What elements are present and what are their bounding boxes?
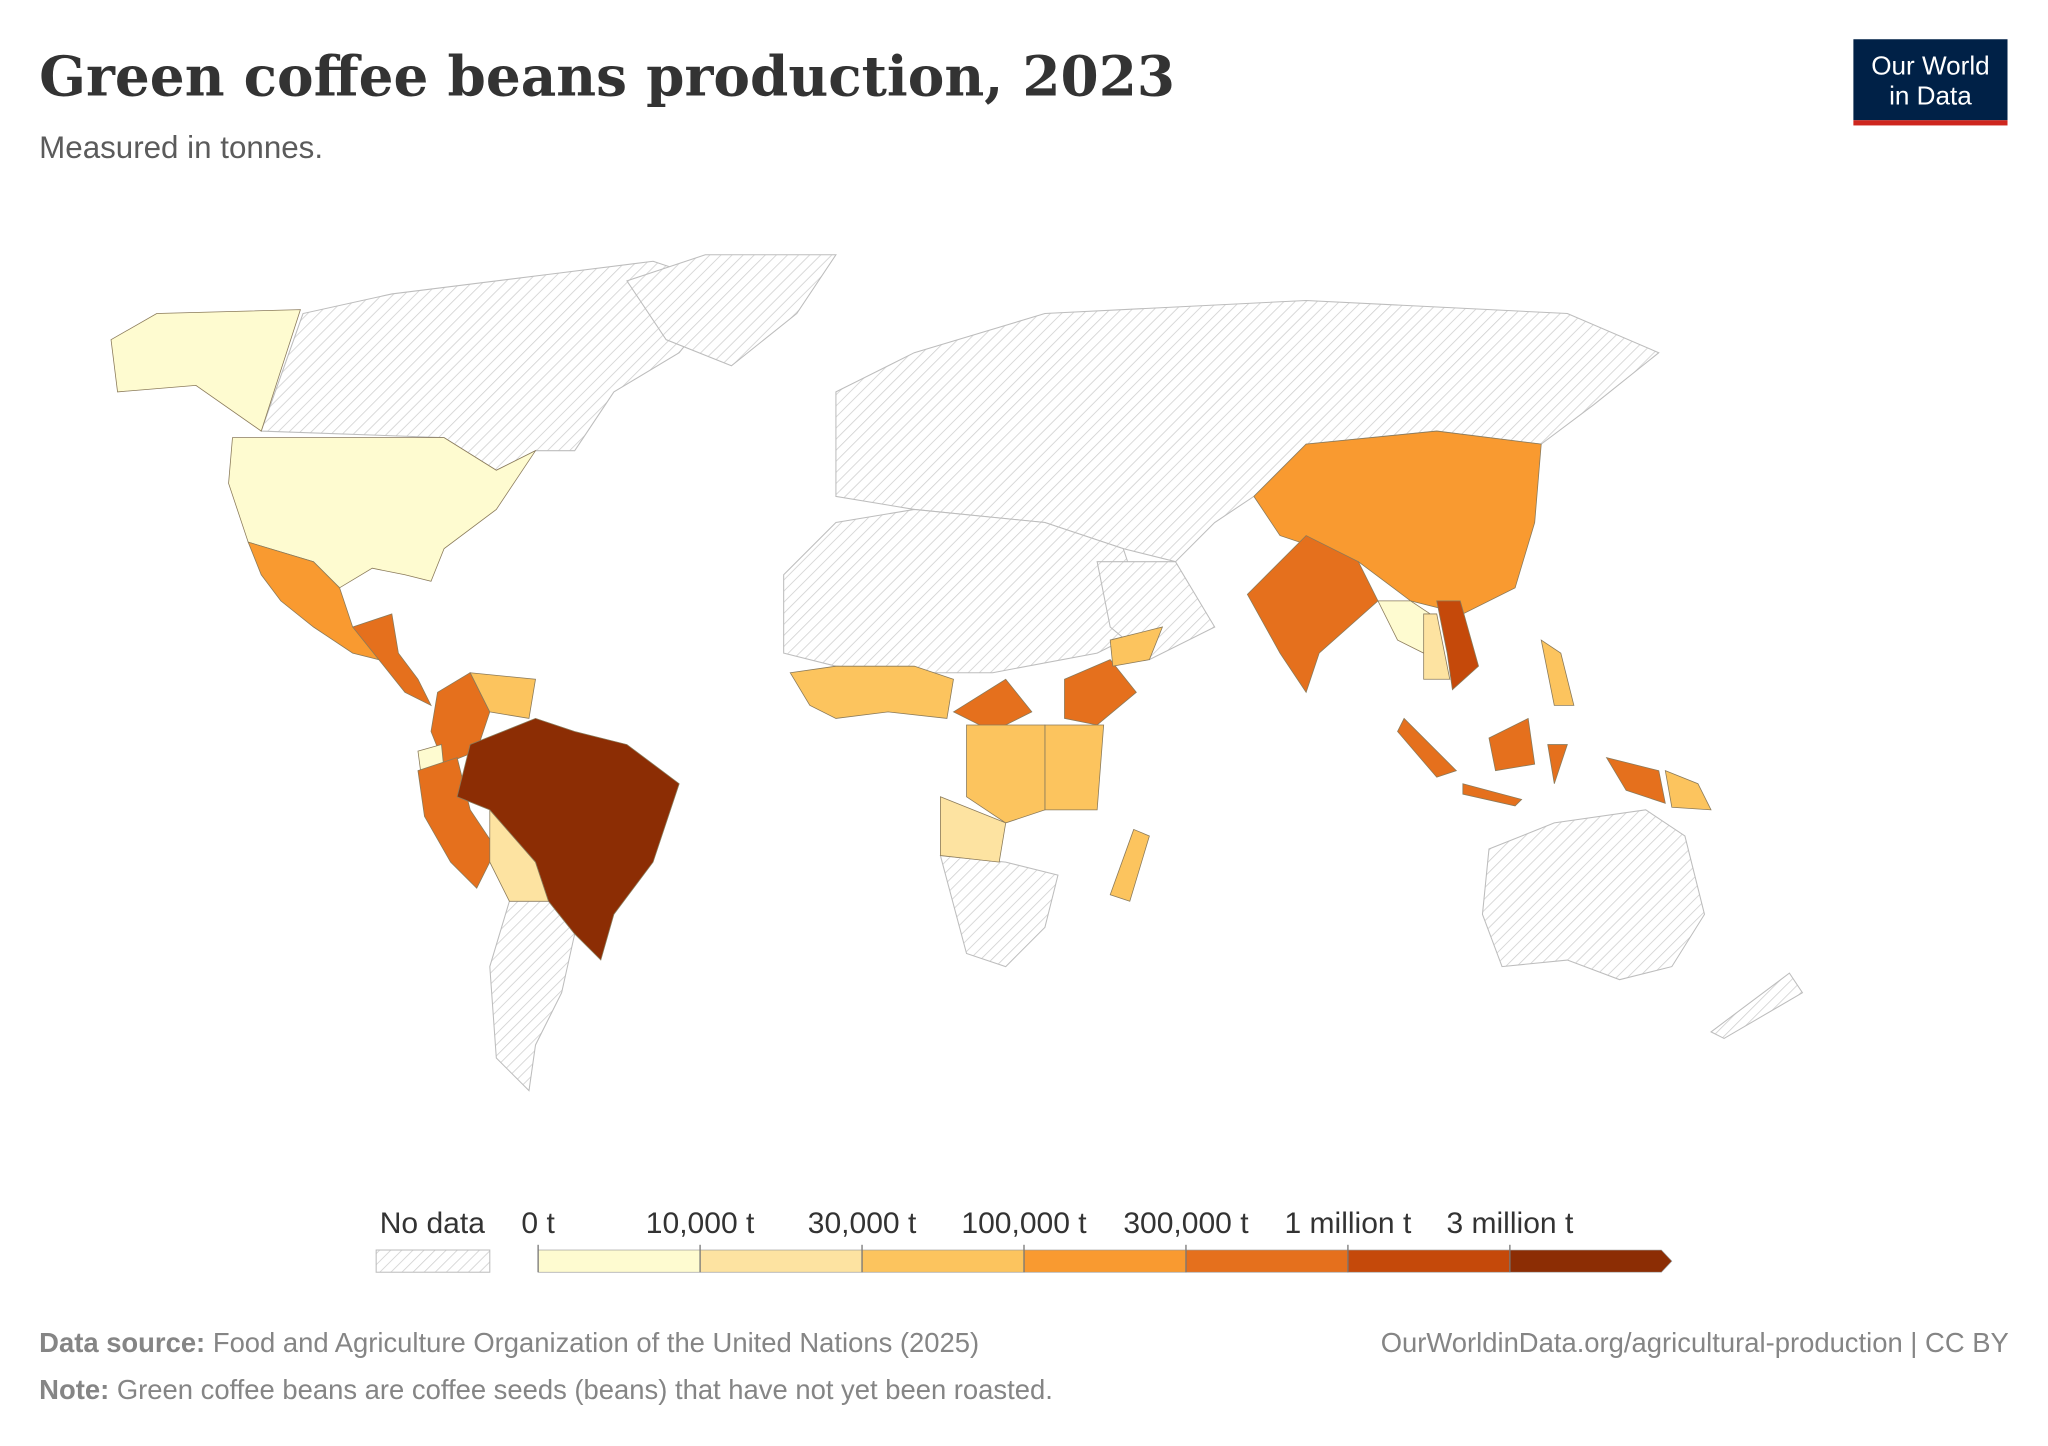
legend-no-data-swatch bbox=[375, 1249, 491, 1273]
logo-text: Our World bbox=[1871, 51, 1990, 81]
region bbox=[1710, 972, 1804, 1040]
region bbox=[351, 613, 432, 707]
region bbox=[1109, 626, 1164, 667]
subtitle: Measured in tonnes. bbox=[39, 130, 323, 165]
source-text: Food and Agriculture Organization of the… bbox=[213, 1327, 979, 1358]
region bbox=[1605, 757, 1666, 804]
region bbox=[966, 724, 1046, 824]
region bbox=[1436, 600, 1479, 691]
legend-bin bbox=[1185, 1249, 1349, 1273]
region bbox=[1096, 561, 1216, 661]
region bbox=[1488, 717, 1536, 772]
region bbox=[1397, 717, 1458, 778]
legend-bin bbox=[861, 1249, 1025, 1273]
source-label: Data source: bbox=[39, 1327, 205, 1358]
note-text: Green coffee beans are coffee seeds (bea… bbox=[117, 1374, 1053, 1405]
map bbox=[110, 254, 1804, 1092]
region bbox=[456, 718, 680, 961]
legend-tick-label: 10,000 t bbox=[646, 1207, 755, 1240]
legend-tick-label: 1 million t bbox=[1284, 1207, 1411, 1240]
source: Data source: Food and Agriculture Organi… bbox=[39, 1327, 979, 1358]
url[interactable]: OurWorldinData.org/agricultural-producti… bbox=[1381, 1327, 2009, 1358]
region bbox=[1664, 770, 1712, 811]
legend-tick-label: 3 million t bbox=[1446, 1207, 1573, 1240]
region bbox=[1109, 828, 1150, 902]
logo-text: in Data bbox=[1889, 81, 1972, 111]
region bbox=[1044, 724, 1105, 811]
region bbox=[1377, 600, 1431, 654]
region bbox=[1481, 809, 1706, 981]
legend-bin bbox=[537, 1249, 701, 1273]
region bbox=[417, 757, 497, 889]
region bbox=[489, 900, 576, 1092]
region bbox=[789, 665, 954, 719]
legend-no-data-label: No data bbox=[380, 1207, 485, 1240]
region bbox=[110, 309, 301, 432]
region bbox=[626, 254, 837, 367]
legend-tick-label: 100,000 t bbox=[961, 1207, 1087, 1240]
region bbox=[1246, 535, 1379, 694]
logo[interactable]: Our World in Data bbox=[1853, 39, 2008, 126]
note-label: Note: bbox=[39, 1374, 109, 1405]
region bbox=[1064, 659, 1137, 726]
region bbox=[1540, 639, 1575, 706]
legend-bin bbox=[699, 1249, 863, 1273]
region bbox=[469, 672, 536, 719]
region bbox=[1423, 613, 1451, 680]
legend-tick-label: 30,000 t bbox=[808, 1207, 917, 1240]
title: Green coffee beans production, 2023 bbox=[39, 43, 1175, 108]
region bbox=[940, 796, 1007, 863]
legend-tick-label: 300,000 t bbox=[1123, 1207, 1249, 1240]
legend-bin bbox=[1347, 1249, 1511, 1273]
region bbox=[952, 678, 1033, 732]
region bbox=[1462, 783, 1523, 807]
note: Note: Green coffee beans are coffee seed… bbox=[39, 1374, 1053, 1405]
legend-tick-label: 0 t bbox=[521, 1207, 555, 1240]
legend-bin bbox=[1023, 1249, 1187, 1273]
logo-bar bbox=[1853, 120, 2008, 126]
logo-box bbox=[1853, 39, 2008, 121]
region bbox=[939, 854, 1059, 968]
legend: 0 t 10,000 t 30,000 t 100,000 t 300,000 t 1 m… bbox=[521, 1207, 1673, 1273]
legend-bin bbox=[1509, 1249, 1673, 1273]
region bbox=[1547, 744, 1568, 784]
